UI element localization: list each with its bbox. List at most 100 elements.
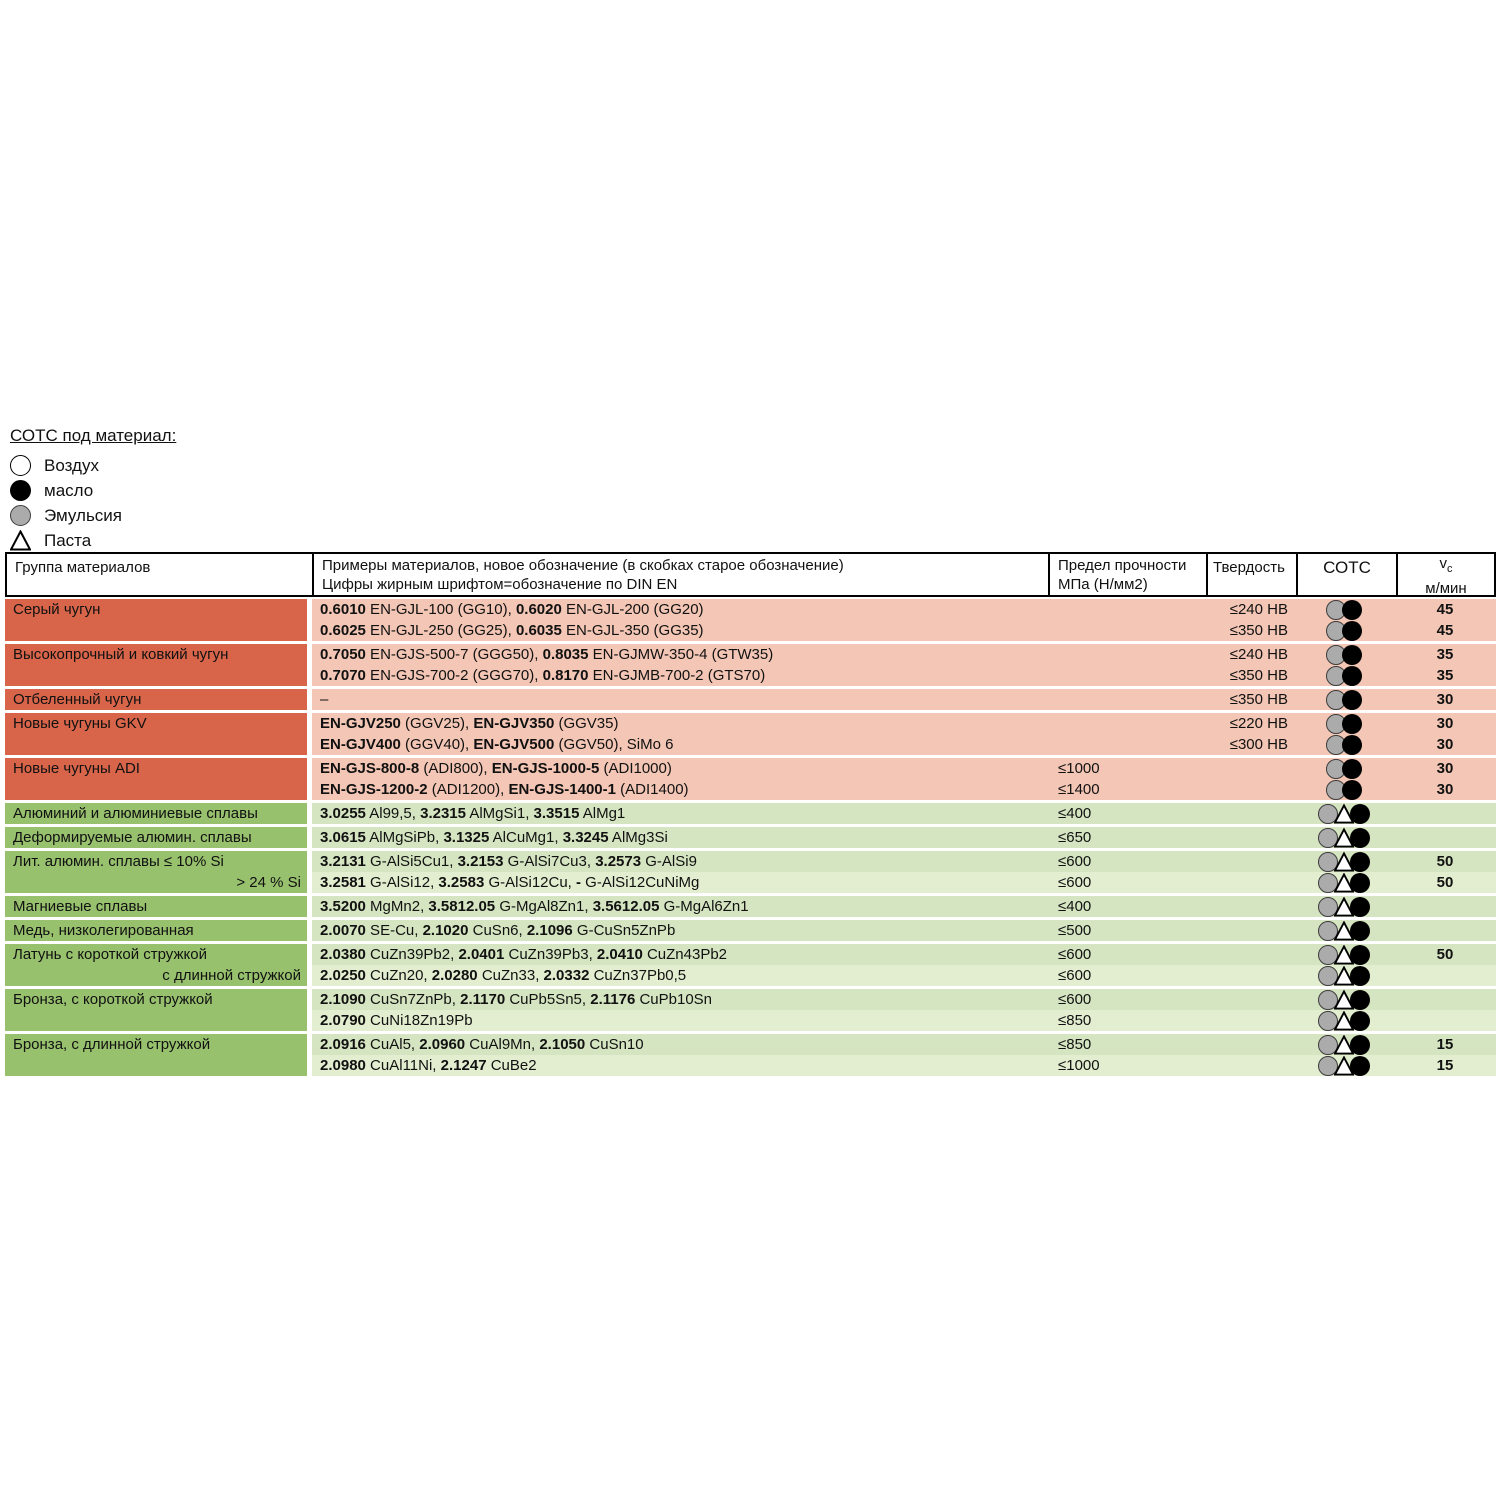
din-designation: 3.1325 <box>443 829 490 846</box>
group-rows: 3.0255 Al99,5, 3.2315 AlMgSi1, 3.3515 Al… <box>312 803 1496 824</box>
emulsion-icon <box>1318 944 1338 965</box>
material-name: SE-Cu, <box>365 922 423 939</box>
material-name: (ADI1200), <box>427 781 509 798</box>
din-designation: 0.8170 <box>542 667 589 684</box>
material-name: G-MgAl8Zn1, <box>495 898 593 915</box>
cell-hardness: ≤240 HB <box>1229 601 1288 618</box>
paste-icon <box>1334 1010 1354 1031</box>
oil-icon <box>1350 965 1370 986</box>
col-header-strength-line1: Предел прочности <box>1058 557 1187 574</box>
cell-hardness: ≤350 HB <box>1229 691 1288 708</box>
emulsion-icon <box>1318 965 1338 986</box>
din-designation: 2.1247 <box>440 1057 487 1074</box>
material-name: G-AlSi9 <box>641 853 697 870</box>
cell-cutting-speed: 30 <box>1436 691 1454 708</box>
table-row: 0.7070 EN-GJS-700-2 (GGG70), 0.8170 EN-G… <box>312 665 1496 686</box>
material-group: Высокопрочный и ковкий чугун 0.7050 EN-GJ… <box>5 644 1496 686</box>
material-name: G-AlSi12Cu, <box>484 874 577 891</box>
material-name: MgMn2, <box>365 898 429 915</box>
oil-icon <box>1350 944 1370 965</box>
cell-examples: 2.0380 CuZn39Pb2, 2.0401 CuZn39Pb3, 2.04… <box>312 944 1046 965</box>
cell-hardness <box>1204 827 1294 848</box>
din-designation: 2.0280 <box>431 967 478 984</box>
cell-strength: ≤500 <box>1058 922 1092 939</box>
cell-examples: 0.7070 EN-GJS-700-2 (GGG70), 0.8170 EN-G… <box>312 665 1046 686</box>
din-designation: 3.2315 <box>420 805 466 822</box>
material-group: Серый чугун 0.6010 EN-GJL-100 (GG10), 0.6… <box>5 599 1496 641</box>
cell-examples: 2.0070 SE-Cu, 2.1020 CuSn6, 2.1096 G-CuS… <box>312 920 1046 941</box>
group-label: Деформируемые алюмин. сплавы <box>13 829 252 846</box>
material-group: Латунь с короткой стружкой с длинной стру… <box>5 944 1496 986</box>
cell-hardness <box>1204 1034 1294 1055</box>
group-sublabel: > 24 % Si <box>236 874 301 891</box>
group-label-cell: Лит. алюмин. сплавы ≤ 10% Si > 24 % Si <box>5 851 307 893</box>
material-name: EN-GJL-100 (GG10), <box>365 601 516 618</box>
col-header-examples-line2: Цифры жирным шрифтом=обозначение по DIN … <box>322 576 678 593</box>
cell-cutting-speed: 30 <box>1436 760 1454 777</box>
din-designation: 0.6035 <box>515 622 562 639</box>
material-name: EN-GJL-200 (GG20) <box>561 601 704 618</box>
emulsion-icon <box>1318 827 1338 848</box>
cell-coolant <box>1294 713 1394 734</box>
din-designation: EN-GJS-1200-2 <box>320 781 428 798</box>
din-designation: 0.6025 <box>320 622 366 639</box>
paste-icon <box>1334 803 1354 824</box>
din-designation: 0.8035 <box>542 646 589 663</box>
material-name: CuZn20, <box>365 967 432 984</box>
group-rows: 2.0070 SE-Cu, 2.1020 CuSn6, 2.1096 G-CuS… <box>312 920 1496 941</box>
paste-icon <box>1334 896 1354 917</box>
cell-strength: ≤850 <box>1058 1036 1092 1053</box>
cell-cutting-speed: 35 <box>1436 667 1454 684</box>
cell-examples: EN-GJV400 (GGV40), EN-GJV500 (GGV50), Si… <box>312 734 1046 755</box>
din-designation: 2.1020 <box>422 922 469 939</box>
table-row: 2.0980 CuAl11Ni, 2.1247 CuBe2 ≤1000 15 <box>312 1055 1496 1076</box>
legend-item: масло <box>10 478 176 503</box>
cell-strength: ≤1400 <box>1058 781 1100 798</box>
cell-hardness <box>1204 1010 1294 1031</box>
material-name: G-MgAl6Zn1 <box>659 898 749 915</box>
cell-coolant <box>1294 989 1394 1010</box>
cell-strength: ≤400 <box>1058 805 1092 822</box>
cell-cutting-speed: 35 <box>1436 646 1454 663</box>
din-designation: EN-GJV350 <box>473 715 555 732</box>
material-name: AlMg3Si <box>608 829 668 846</box>
din-designation: 2.0070 <box>320 922 366 939</box>
table-row: 2.0070 SE-Cu, 2.1020 CuSn6, 2.1096 G-CuS… <box>312 920 1496 941</box>
table-row: EN-GJS-1200-2 (ADI1200), EN-GJS-1400-1 (… <box>312 779 1496 800</box>
cell-cutting-speed: 30 <box>1436 736 1454 753</box>
oil-icon <box>1350 896 1370 917</box>
table-row: 0.6025 EN-GJL-250 (GG25), 0.6035 EN-GJL-… <box>312 620 1496 641</box>
table-row: 3.5200 MgMn2, 3.5812.05 G-MgAl8Zn1, 3.56… <box>312 896 1496 917</box>
material-group: Деформируемые алюмин. сплавы 3.0615 AlMgS… <box>5 827 1496 848</box>
group-label-cell: Деформируемые алюмин. сплавы <box>5 827 307 848</box>
material-name: CuZn37Pb0,5 <box>589 967 687 984</box>
group-rows: 0.6010 EN-GJL-100 (GG10), 0.6020 EN-GJL-… <box>312 599 1496 641</box>
cell-cutting-speed <box>1394 1010 1496 1031</box>
group-label-cell: Медь, низколегированная <box>5 920 307 941</box>
material-name: Al99,5, <box>365 805 421 822</box>
table-row: 0.6010 EN-GJL-100 (GG10), 0.6020 EN-GJL-… <box>312 599 1496 620</box>
material-name: CuSn10 <box>585 1036 644 1053</box>
col-header-strength-line2: МПа (Н/мм2) <box>1058 576 1148 593</box>
cell-strength: ≤850 <box>1058 1012 1092 1029</box>
cell-examples: 2.0916 CuAl5, 2.0960 CuAl9Mn, 2.1050 CuS… <box>312 1034 1046 1055</box>
group-rows: 0.7050 EN-GJS-500-7 (GGG50), 0.8035 EN-G… <box>312 644 1496 686</box>
paste-icon <box>1334 944 1354 965</box>
din-designation: EN-GJS-1400-1 <box>508 781 616 798</box>
paste-icon <box>1334 851 1354 872</box>
cell-hardness: ≤220 HB <box>1229 715 1288 732</box>
emulsion-icon <box>1318 851 1338 872</box>
group-rows: 2.0916 CuAl5, 2.0960 CuAl9Mn, 2.1050 CuS… <box>312 1034 1496 1076</box>
legend-item-label: масло <box>44 480 94 500</box>
cell-coolant <box>1294 1055 1394 1076</box>
material-name: CuZn33, <box>477 967 544 984</box>
material-name: CuZn39Pb2, <box>365 946 459 963</box>
cell-hardness: ≤240 HB <box>1229 646 1288 663</box>
paste-icon <box>1334 872 1354 893</box>
material-name: AlCuMg1, <box>489 829 563 846</box>
table-row: 2.0916 CuAl5, 2.0960 CuAl9Mn, 2.1050 CuS… <box>312 1034 1496 1055</box>
group-label: Алюминий и алюминиевые сплавы <box>13 805 258 822</box>
cell-coolant <box>1294 758 1394 779</box>
din-designation: 2.1096 <box>526 922 573 939</box>
group-rows: EN-GJS-800-8 (ADI800), EN-GJS-1000-5 (AD… <box>312 758 1496 800</box>
